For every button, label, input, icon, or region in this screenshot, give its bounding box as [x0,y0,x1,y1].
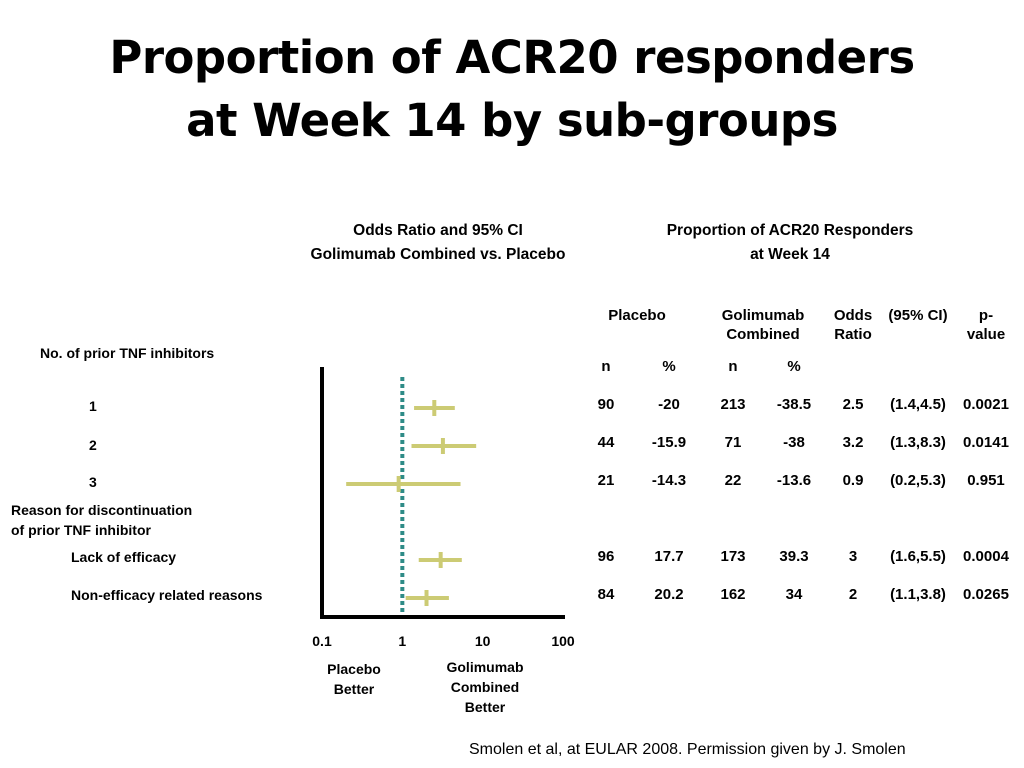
row-label: 2 [89,437,97,453]
cell-placebo-percent: 17.7 [654,548,684,565]
cell-golimumab-percent: -38.5 [776,396,812,413]
cell-p-value: 0.0021 [963,396,1009,413]
cell-placebo-percent: 20.2 [654,586,684,603]
title-line-1: Proportion of ACR20 responders [109,31,915,84]
cell-ci: (1.4,4.5) [890,396,946,413]
source-citation: Smolen et al, at EULAR 2008. Permission … [469,741,906,758]
group-label-reason-line-1: Reason for discontinuation [11,502,193,518]
x-tick-label: 1 [398,633,406,649]
placebo-better-line-2: Better [333,681,375,697]
forest-header-line-2: Golimumab Combined vs. Placebo [310,246,566,263]
cell-golimumab-n: 71 [724,434,742,451]
column-header-p-line-1: p- [978,307,994,324]
table-header-line-2: at Week 14 [750,246,830,263]
row-label: 1 [89,398,97,414]
cell-ci: (1.3,8.3) [890,434,946,451]
cell-p-value: 0.0265 [963,586,1009,603]
column-header-odds-line-2: Ratio [834,326,872,343]
row-label: Lack of efficacy [71,549,177,565]
column-header-odds-ratio: Odds Ratio [823,306,883,344]
cell-placebo-percent: -20 [658,396,680,413]
cell-odds-ratio: 0.9 [842,472,864,489]
title-line-2: at Week 14 by sub-groups [186,94,838,147]
x-tick-label: 0.1 [312,633,332,649]
cell-golimumab-percent: -38 [783,434,805,451]
cell-odds-ratio: 2.5 [842,396,864,413]
x-tick-labels: 0.1 1 10 100 [312,633,575,649]
placebo-better-line-1: Placebo [327,661,381,677]
x-tick-label: 100 [551,633,575,649]
forest-header-line-1: Odds Ratio and 95% CI [353,222,523,239]
column-header-odds-line-1: Odds [833,307,873,324]
cell-placebo-n: 84 [597,586,615,603]
golimumab-better-line-3: Better [464,699,506,715]
cell-placebo-n: 90 [597,396,615,413]
cell-golimumab-percent: 39.3 [779,548,809,565]
table-header-line-1: Proportion of ACR20 Responders [666,222,914,239]
column-header-p-line-2: value [966,326,1006,343]
group-label-reason-line-2: of prior TNF inhibitor [11,522,151,538]
column-header-golimumab: Golimumab Combined [710,306,816,344]
cell-placebo-percent: -14.3 [651,472,687,489]
subheader-golimumab-percent: % [787,358,801,375]
cell-placebo-percent: -15.9 [651,434,687,451]
slide-title: Proportion of ACR20 responders at Week 1… [0,26,1024,152]
cell-p-value: 0.0141 [963,434,1009,451]
forest-axes [320,367,565,619]
forest-markers [346,400,477,606]
cell-ci: (0.2,5.3) [890,472,946,489]
cell-golimumab-percent: -13.6 [776,472,812,489]
subheader-placebo-percent: % [662,358,676,375]
group-label-prior-tnf: No. of prior TNF inhibitors [40,345,215,361]
cell-golimumab-n: 213 [720,396,746,413]
cell-golimumab-percent: 34 [785,586,803,603]
subheader-placebo-n: n [601,358,611,375]
cell-p-value: 0.0004 [963,548,1009,565]
placebo-better-label: Placebo Better [318,659,390,699]
cell-placebo-n: 96 [597,548,615,565]
cell-odds-ratio: 3 [848,548,858,565]
row-label: 3 [89,474,97,490]
column-header-golimumab-line-2: Combined [726,326,800,343]
cell-ci: (1.1,3.8) [890,586,946,603]
cell-p-value: 0.951 [967,472,1005,489]
column-header-placebo: Placebo [608,307,666,324]
golimumab-better-line-1: Golimumab [446,659,524,675]
group-label-reason: Reason for discontinuation of prior TNF … [11,500,192,540]
cell-golimumab-n: 173 [720,548,746,565]
cell-odds-ratio: 3.2 [842,434,864,451]
forest-plot-header: Odds Ratio and 95% CI Golimumab Combined… [280,219,596,267]
column-header-golimumab-line-1: Golimumab [721,307,805,324]
x-tick-label: 10 [475,633,491,649]
subheader-golimumab-n: n [728,358,738,375]
golimumab-better-line-2: Combined [450,679,520,695]
cell-placebo-n: 44 [597,434,615,451]
column-header-ci: (95% CI) [888,307,948,324]
golimumab-better-label: Golimumab Combined Better [430,657,540,717]
cell-golimumab-n: 22 [724,472,742,489]
cell-placebo-n: 21 [597,472,615,489]
cell-golimumab-n: 162 [720,586,746,603]
cell-odds-ratio: 2 [848,586,858,603]
cell-ci: (1.6,5.5) [890,548,946,565]
column-header-p-value: p- value [956,306,1016,344]
table-header: Proportion of ACR20 Responders at Week 1… [630,219,950,267]
row-label: Non-efficacy related reasons [71,587,263,603]
